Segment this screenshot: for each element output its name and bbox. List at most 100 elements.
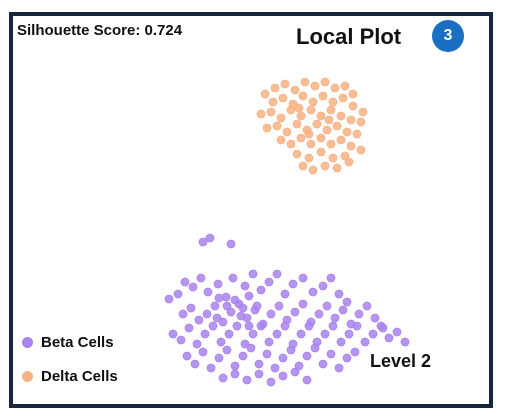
beta-cell-point [266, 309, 276, 319]
beta-cell-point [186, 303, 196, 313]
delta-cell-point [276, 113, 286, 123]
beta-cell-point [322, 301, 332, 311]
beta-cell-point [238, 303, 248, 313]
beta-cell-point [376, 321, 386, 331]
delta-cell-point [298, 91, 308, 101]
delta-cell-point [356, 117, 366, 127]
legend-label: Delta Cells [41, 367, 118, 385]
delta-cell-point [332, 121, 342, 131]
beta-cell-point [308, 287, 318, 297]
beta-cell-point [180, 277, 190, 287]
beta-cell-point [256, 285, 266, 295]
beta-cell-point [198, 237, 208, 247]
delta-cell-point [296, 111, 306, 121]
delta-cell-point [280, 79, 290, 89]
legend: Beta Cells Delta Cells [22, 325, 118, 393]
level-badge: 3 [432, 20, 464, 52]
delta-cell-point [308, 165, 318, 175]
delta-cell-point [326, 139, 336, 149]
delta-cells-series [256, 77, 368, 175]
delta-cell-point [306, 105, 316, 115]
level-label: Level 2 [370, 351, 432, 371]
beta-cell-point [194, 315, 204, 325]
beta-cell-point [252, 301, 262, 311]
beta-cell-point [370, 313, 380, 323]
delta-cell-point [292, 149, 302, 159]
beta-cell-point [230, 361, 240, 371]
delta-cell-point [320, 161, 330, 171]
beta-cell-point [184, 323, 194, 333]
beta-cell-point [198, 347, 208, 357]
beta-cell-point [212, 313, 222, 323]
delta-cell-point [270, 83, 280, 93]
beta-cell-point [210, 301, 220, 311]
beta-cell-point [196, 273, 206, 283]
beta-cell-point [310, 343, 320, 353]
beta-cell-point [202, 309, 212, 319]
beta-cell-point [290, 367, 300, 377]
beta-cell-point [200, 329, 210, 339]
beta-cell-point [226, 307, 236, 317]
beta-cell-point [344, 329, 354, 339]
delta-cell-point [342, 127, 352, 137]
beta-cell-point [330, 313, 340, 323]
beta-cell-point [248, 269, 258, 279]
delta-cell-point [338, 93, 348, 103]
beta-cell-point [246, 343, 256, 353]
beta-cell-point [342, 297, 352, 307]
beta-cell-point [334, 363, 344, 373]
delta-cell-point [344, 157, 354, 167]
chart-title: Local Plot [296, 24, 402, 49]
delta-cell-point [266, 107, 276, 117]
delta-cell-point [316, 111, 326, 121]
beta-cell-point [228, 273, 238, 283]
beta-cell-point [176, 335, 186, 345]
beta-cell-point [298, 299, 308, 309]
delta-cell-point [348, 89, 358, 99]
beta-cell-point [254, 359, 264, 369]
silhouette-score: Silhouette Score: 0.724 [17, 22, 183, 39]
delta-cell-point [272, 121, 282, 131]
legend-dot-icon [22, 370, 33, 382]
beta-cell-point [182, 351, 192, 361]
delta-cell-point [322, 125, 332, 135]
delta-cell-point [340, 81, 350, 91]
beta-cell-point [314, 309, 324, 319]
beta-cell-point [328, 321, 338, 331]
beta-cell-point [216, 337, 226, 347]
beta-cell-point [400, 337, 410, 347]
beta-cell-point [280, 289, 290, 299]
delta-cell-point [320, 77, 330, 87]
beta-cell-point [173, 289, 183, 299]
beta-cell-point [384, 333, 394, 343]
beta-cell-point [218, 373, 228, 383]
beta-cell-point [326, 349, 336, 359]
beta-cell-point [238, 351, 248, 361]
beta-cell-point [218, 317, 228, 327]
legend-item-delta: Delta Cells [22, 359, 118, 393]
beta-cell-point [236, 311, 246, 321]
beta-cell-point [278, 371, 288, 381]
beta-cell-point [224, 329, 234, 339]
delta-cell-point [290, 85, 300, 95]
delta-cell-point [304, 129, 314, 139]
beta-cell-point [264, 277, 274, 287]
delta-cell-point [316, 147, 326, 157]
beta-cell-point [222, 301, 232, 311]
delta-cell-point [278, 93, 288, 103]
delta-cell-point [318, 91, 328, 101]
beta-cell-point [304, 321, 314, 331]
delta-cell-point [294, 103, 304, 113]
beta-cell-point [288, 279, 298, 289]
beta-cell-point [298, 273, 308, 283]
delta-cell-point [286, 105, 296, 115]
beta-cell-point [178, 309, 188, 319]
delta-cell-point [286, 139, 296, 149]
legend-label: Beta Cells [41, 333, 114, 351]
beta-cell-point [320, 329, 330, 339]
beta-cell-point [208, 321, 218, 331]
beta-cell-point [164, 294, 174, 304]
beta-cell-point [266, 377, 276, 387]
delta-cell-point [328, 97, 338, 107]
beta-cell-point [334, 289, 344, 299]
